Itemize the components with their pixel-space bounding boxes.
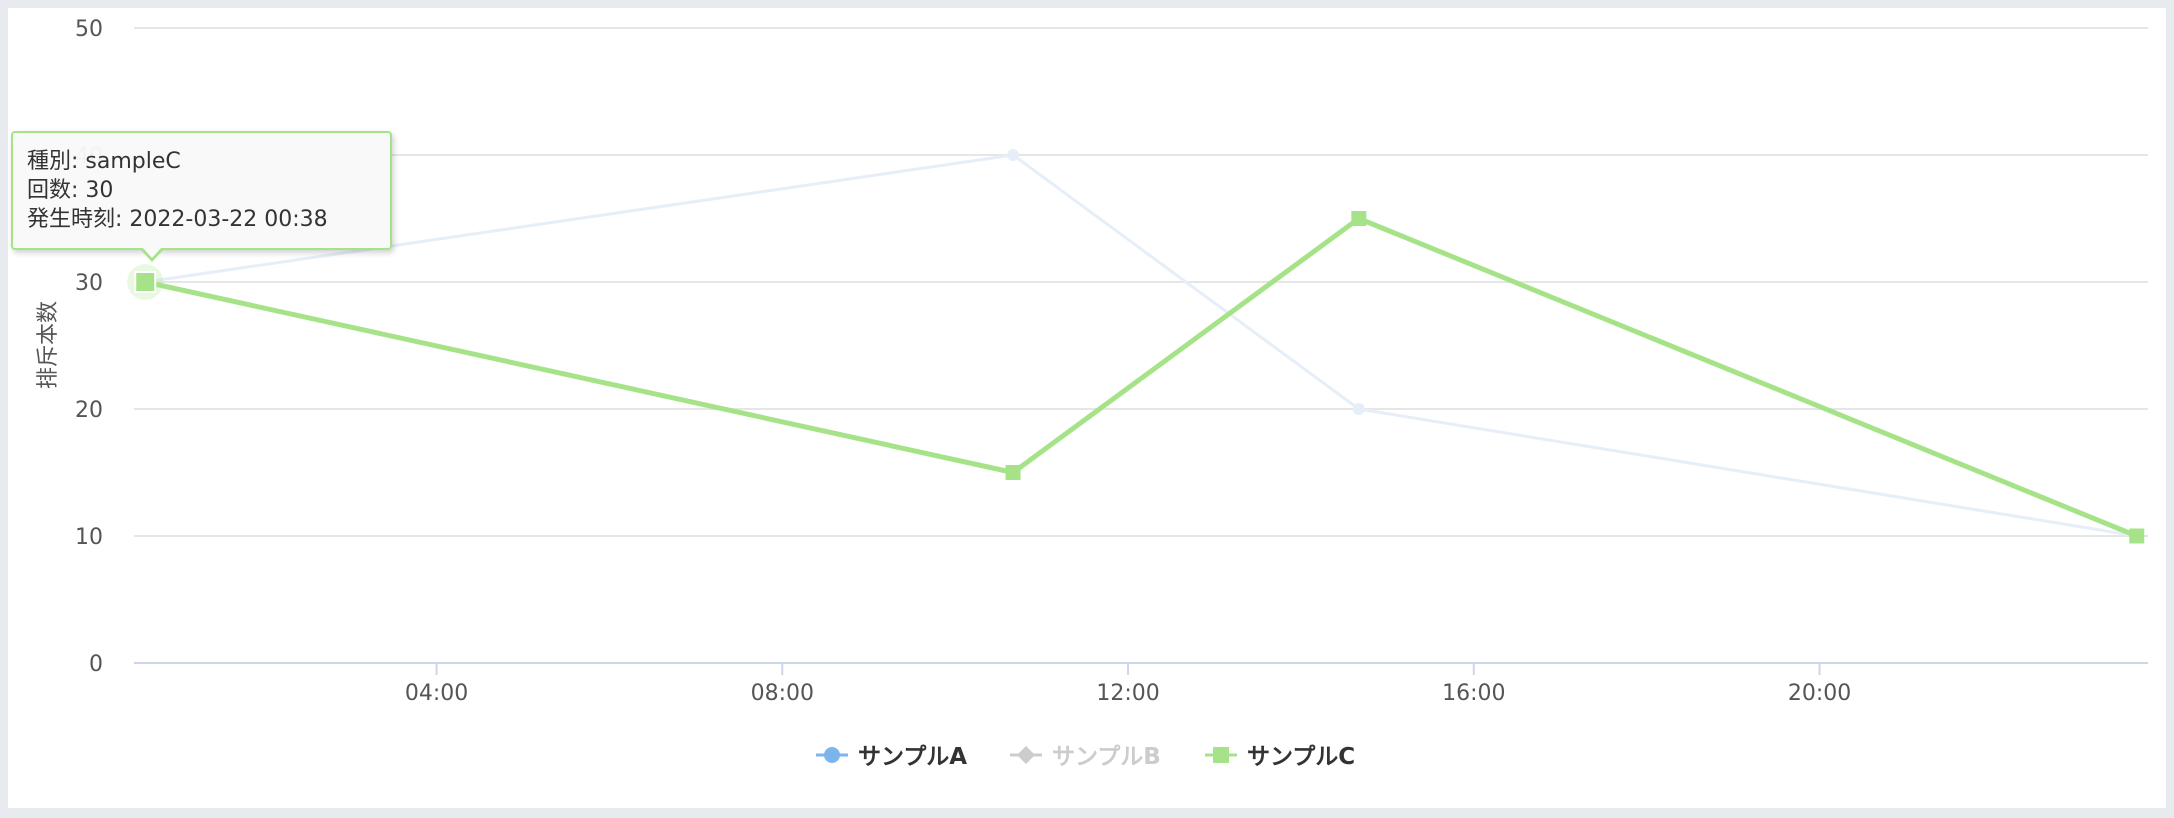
data-point[interactable] <box>1005 465 1021 480</box>
tooltip-count: 回数: 30 <box>27 178 114 203</box>
x-tick-label: 20:00 <box>1788 681 1851 706</box>
y-tick-label: 10 <box>75 525 103 550</box>
legend-square-icon <box>1213 747 1229 763</box>
y-tick-label: 30 <box>75 271 103 296</box>
x-tick-label: 04:00 <box>405 681 468 706</box>
tooltip-arrow-inner <box>142 247 162 258</box>
series-サンプルC <box>127 211 2145 544</box>
legend-item-サンプルB[interactable]: サンプルB <box>1010 744 1161 770</box>
data-point[interactable] <box>2129 528 2145 544</box>
y-tick-label: 0 <box>89 652 103 677</box>
legend-label: サンプルB <box>1052 744 1161 770</box>
legend-item-サンプルA[interactable]: サンプルA <box>816 744 967 770</box>
y-tick-label: 50 <box>75 17 103 42</box>
series-layer <box>127 149 2145 544</box>
y-axis-title: 排斥本数 <box>36 301 61 389</box>
x-tick-label: 16:00 <box>1442 681 1505 706</box>
y-tick-label: 20 <box>75 398 103 423</box>
tooltip-type: 種別: sampleC <box>27 149 181 174</box>
legend-item-サンプルC[interactable]: サンプルC <box>1205 744 1355 770</box>
tooltip: 種別: sampleC 回数: 30 発生時刻: 2022-03-22 00:3… <box>11 131 392 250</box>
x-tick-label: 08:00 <box>751 681 814 706</box>
legend-diamond-icon <box>1017 746 1035 764</box>
legend-label: サンプルC <box>1247 744 1355 770</box>
legend: サンプルA サンプルB サンプルC <box>816 744 1355 770</box>
legend-circle-icon <box>824 747 840 763</box>
grid-lines <box>134 27 2148 537</box>
data-point[interactable] <box>1352 403 1365 415</box>
data-point[interactable] <box>1007 149 1020 161</box>
tooltip-time: 発生時刻: 2022-03-22 00:38 <box>27 207 328 232</box>
series-line <box>144 216 2138 539</box>
data-point[interactable] <box>1351 211 1367 226</box>
series-line <box>145 153 2138 538</box>
data-point[interactable] <box>134 271 157 293</box>
x-tick-label: 12:00 <box>1096 681 1159 706</box>
legend-label: サンプルA <box>858 744 967 770</box>
